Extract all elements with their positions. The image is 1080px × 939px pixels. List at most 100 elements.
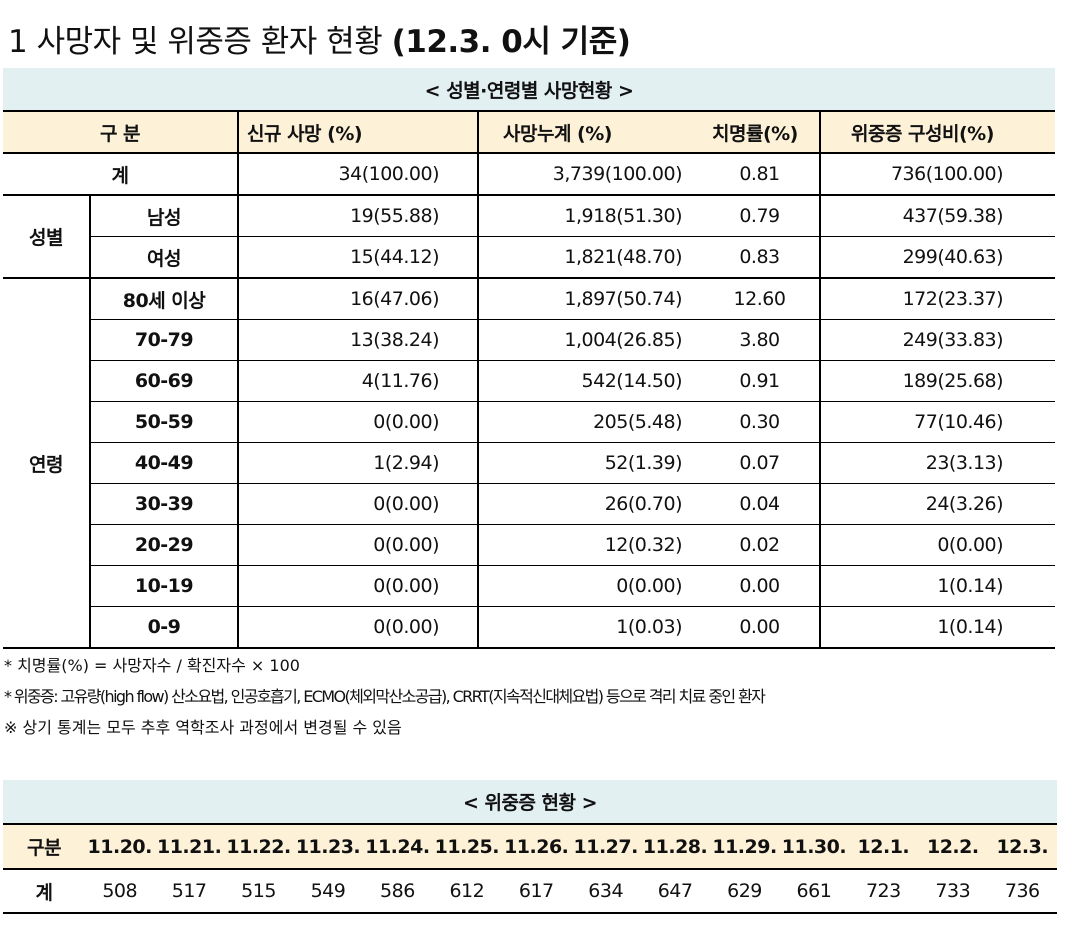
column-header: 치명률(%) <box>700 111 820 154</box>
data-row: 30-39 0(0.00) 26(0.70) 0.04 24(3.26) <box>3 483 1056 525</box>
data-cell: 0.00 <box>700 606 820 649</box>
date-header: 12.1. <box>848 824 919 870</box>
row-label: 20-29 <box>89 524 238 566</box>
value-cell: 723 <box>848 869 919 914</box>
data-cell: 172(23.37) <box>818 278 1056 320</box>
data-row: 50-59 0(0.00) 205(5.48) 0.30 77(10.46) <box>3 401 1056 443</box>
data-cell: 249(33.83) <box>818 319 1056 361</box>
data-cell: 1(0.14) <box>818 606 1056 649</box>
caption-row: < 위중증 현황 > <box>3 780 1057 825</box>
data-row: 여성 15(44.12) 1,821(48.70) 0.83 299(40.63) <box>3 236 1056 279</box>
data-cell: 34(100.00) <box>237 153 478 196</box>
value-cell: 549 <box>293 869 363 914</box>
note: ※ 상기 통계는 모두 추후 역학조사 과정에서 변경될 수 있음 <box>4 718 402 737</box>
date-header: 11.27. <box>570 824 641 870</box>
data-cell: 0.30 <box>700 401 820 443</box>
data-cell: 189(25.68) <box>818 360 1056 402</box>
data-cell: 24(3.26) <box>818 483 1056 525</box>
row-label: 60-69 <box>89 360 238 402</box>
value-cell: 586 <box>362 869 433 914</box>
death-table: < 성별·연령별 사망현황 > 구 분 신규 사망 (%) 사망누계 (%) 치명률(%… <box>3 68 1056 649</box>
data-cell: 0(0.00) <box>237 565 478 607</box>
data-cell: 205(5.48) <box>477 401 700 443</box>
data-cell: 3.80 <box>700 319 820 361</box>
data-row: 연령 80세 이상 16(47.06) 1,897(50.74) 12.60 172(23… <box>3 278 1056 649</box>
data-cell: 1,004(26.85) <box>477 319 700 361</box>
total-row: 계 34(100.00) 3,739(100.00) 0.81 736(100.00) <box>3 153 1056 196</box>
row-header: 구분 <box>3 824 85 870</box>
data-cell: 0.07 <box>700 442 820 484</box>
row-label: 여성 <box>89 236 238 279</box>
date-header: 11.30. <box>779 824 849 870</box>
note: * 위중증: 고유량(high flow) 산소요법, 인공호흡기, ECMO(… <box>4 687 766 706</box>
data-row: 10-19 0(0.00) 0(0.00) 0.00 1(0.14) <box>3 565 1056 607</box>
data-row: 60-69 4(11.76) 542(14.50) 0.91 189(25.68) <box>3 360 1056 402</box>
data-cell: 0(0.00) <box>237 524 478 566</box>
data-cell: 0.91 <box>700 360 820 402</box>
table-caption: < 성별·연령별 사망현황 > <box>3 68 1056 112</box>
data-cell: 0.02 <box>700 524 820 566</box>
value-cell: 647 <box>640 869 710 914</box>
value-cell: 661 <box>779 869 849 914</box>
data-cell: 77(10.46) <box>818 401 1056 443</box>
data-cell: 12.60 <box>700 278 820 320</box>
data-cell: 15(44.12) <box>237 236 478 279</box>
date-header: 11.24. <box>362 824 433 870</box>
data-cell: 0(0.00) <box>237 606 478 649</box>
data-row: 성별 남성 19(55.88) 1,918(51.30) 0.79 437(59.38) <box>3 195 1056 279</box>
data-row: 70-79 13(38.24) 1,004(26.85) 3.80 249(33.83) <box>3 319 1056 361</box>
value-cell: 508 <box>85 869 155 914</box>
group-label: 연령 <box>3 278 90 649</box>
row-label: 0-9 <box>89 606 238 649</box>
data-cell: 23(3.13) <box>818 442 1056 484</box>
value-cell: 517 <box>154 869 224 914</box>
row-label: 10-19 <box>89 565 238 607</box>
note: * 치명률(%) = 사망자수 / 확진자수 × 100 <box>4 656 300 675</box>
data-cell: 0.83 <box>700 236 820 279</box>
row-label: 계 <box>3 869 85 914</box>
header-row: 구분 11.20. 11.21. 11.22. 11.23. 11.24. 11.25. 11… <box>3 824 1057 870</box>
value-cell: 634 <box>570 869 641 914</box>
title-main: 1 사망자 및 위중증 환자 현황 <box>8 24 383 60</box>
data-cell: 1(0.14) <box>818 565 1056 607</box>
data-cell: 1(0.03) <box>477 606 700 649</box>
value-row: 계 508 517 515 549 586 612 617 634 647 629 661 723 733… <box>3 869 1057 914</box>
value-cell: 515 <box>223 869 294 914</box>
date-header: 12.2. <box>918 824 988 870</box>
data-row: 40-49 1(2.94) 52(1.39) 0.07 23(3.13) <box>3 442 1056 484</box>
date-header: 11.21. <box>154 824 224 870</box>
column-header: 위중증 구성비(%) <box>818 111 1056 154</box>
data-cell: 0(0.00) <box>818 524 1056 566</box>
value-cell: 736 <box>987 869 1057 914</box>
data-cell: 0.04 <box>700 483 820 525</box>
row-label: 70-79 <box>89 319 238 361</box>
data-cell: 1,918(51.30) <box>477 195 700 237</box>
date-header: 11.29. <box>709 824 780 870</box>
severe-table: < 위중증 현황 > 구분 11.20. 11.21. 11.22. 11.23. 11.2… <box>3 780 1057 914</box>
data-cell: 0.81 <box>700 153 820 196</box>
data-cell: 52(1.39) <box>477 442 700 484</box>
table-caption: < 위중증 현황 > <box>3 780 1057 825</box>
data-cell: 0(0.00) <box>477 565 700 607</box>
data-row: 20-29 0(0.00) 12(0.32) 0.02 0(0.00) <box>3 524 1056 566</box>
title-date: (12.3. 0시 기준) <box>391 24 631 60</box>
row-label: 80세 이상 <box>89 278 238 320</box>
data-cell: 12(0.32) <box>477 524 700 566</box>
data-cell: 299(40.63) <box>818 236 1056 279</box>
value-cell: 733 <box>918 869 988 914</box>
column-header: 구 분 <box>3 111 238 154</box>
data-cell: 0.79 <box>700 195 820 237</box>
data-cell: 736(100.00) <box>818 153 1056 196</box>
header-row: 구 분 신규 사망 (%) 사망누계 (%) 치명률(%) 위중증 구성비(%) <box>3 111 1056 154</box>
date-header: 12.3. <box>987 824 1057 870</box>
data-cell: 0(0.00) <box>237 483 478 525</box>
data-cell: 0(0.00) <box>237 401 478 443</box>
row-label: 계 <box>3 153 238 196</box>
column-header: 사망누계 (%) <box>477 111 700 154</box>
row-label: 남성 <box>89 195 238 237</box>
column-header: 신규 사망 (%) <box>237 111 478 154</box>
data-cell: 4(11.76) <box>237 360 478 402</box>
data-cell: 1(2.94) <box>237 442 478 484</box>
data-cell: 437(59.38) <box>818 195 1056 237</box>
data-cell: 1,897(50.74) <box>477 278 700 320</box>
